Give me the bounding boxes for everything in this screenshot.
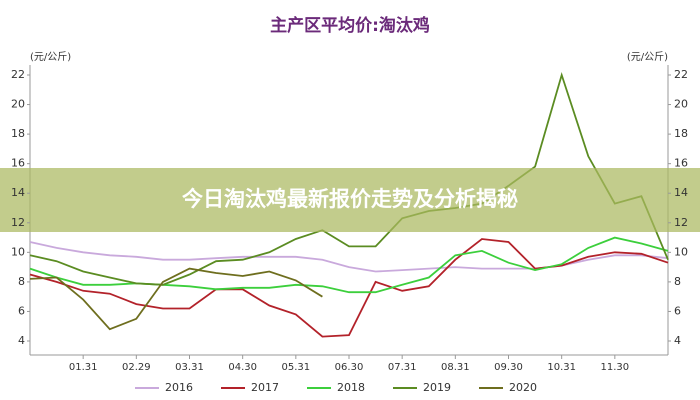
x-tick-label: 08.31 bbox=[441, 362, 470, 373]
line-series bbox=[29, 238, 669, 338]
legend-label: 2017 bbox=[251, 381, 279, 394]
y2-tick-label: 16 bbox=[674, 157, 688, 170]
x-tick-label: 03.31 bbox=[175, 362, 204, 373]
line-series bbox=[29, 71, 669, 286]
legend: 2016 2017 2018 2019 2020 bbox=[135, 381, 537, 394]
y-tick-label: 4 bbox=[18, 334, 25, 347]
banner bbox=[0, 168, 700, 232]
legend-label: 2016 bbox=[165, 381, 193, 394]
y2-tick-label: 4 bbox=[674, 334, 681, 347]
legend-label: 2020 bbox=[509, 381, 537, 394]
y-tick-label: 20 bbox=[11, 98, 25, 111]
y2-tick-label: 10 bbox=[674, 245, 688, 258]
y-tick-label: 18 bbox=[11, 127, 25, 140]
x-tick-label: 06.30 bbox=[335, 362, 364, 373]
y-tick-label: 16 bbox=[11, 157, 25, 170]
y2-tick-label: 18 bbox=[674, 127, 688, 140]
banner-text: 今日淘汰鸡最新报价走势及分析揭秘 bbox=[182, 187, 518, 211]
y2-tick-label: 14 bbox=[674, 186, 688, 199]
plot bbox=[29, 71, 669, 338]
y2-tick-label: 6 bbox=[674, 304, 681, 317]
x-tick-label: 02.29 bbox=[122, 362, 151, 373]
y2-tick-label: 22 bbox=[674, 68, 688, 81]
x-tick-label: 04.30 bbox=[228, 362, 257, 373]
y-tick-label: 8 bbox=[18, 275, 25, 288]
x-tick-label: 11.30 bbox=[601, 362, 630, 373]
x-tick-label: 05.31 bbox=[282, 362, 311, 373]
x-tick-label: 10.31 bbox=[547, 362, 576, 373]
y-tick-label: 10 bbox=[11, 245, 25, 258]
y2-tick-label: 8 bbox=[674, 275, 681, 288]
x-tick-label: 09.30 bbox=[494, 362, 523, 373]
y-tick-label: 14 bbox=[11, 186, 25, 199]
y2-axis-label: (元/公斤) bbox=[627, 51, 668, 63]
x-tick-label: 01.31 bbox=[69, 362, 98, 373]
chart-title: 主产区平均价:淘汰鸡 bbox=[270, 15, 430, 36]
line-series bbox=[29, 267, 323, 331]
y-tick-label: 22 bbox=[11, 68, 25, 81]
y-tick-label: 12 bbox=[11, 216, 25, 229]
y2-tick-label: 12 bbox=[674, 216, 688, 229]
legend-label: 2018 bbox=[337, 381, 365, 394]
y-tick-label: 6 bbox=[18, 304, 25, 317]
legend-label: 2019 bbox=[423, 381, 451, 394]
y-axis-label: (元/公斤) bbox=[30, 51, 71, 63]
y2-tick-label: 20 bbox=[674, 98, 688, 111]
x-tick-label: 07.31 bbox=[388, 362, 417, 373]
